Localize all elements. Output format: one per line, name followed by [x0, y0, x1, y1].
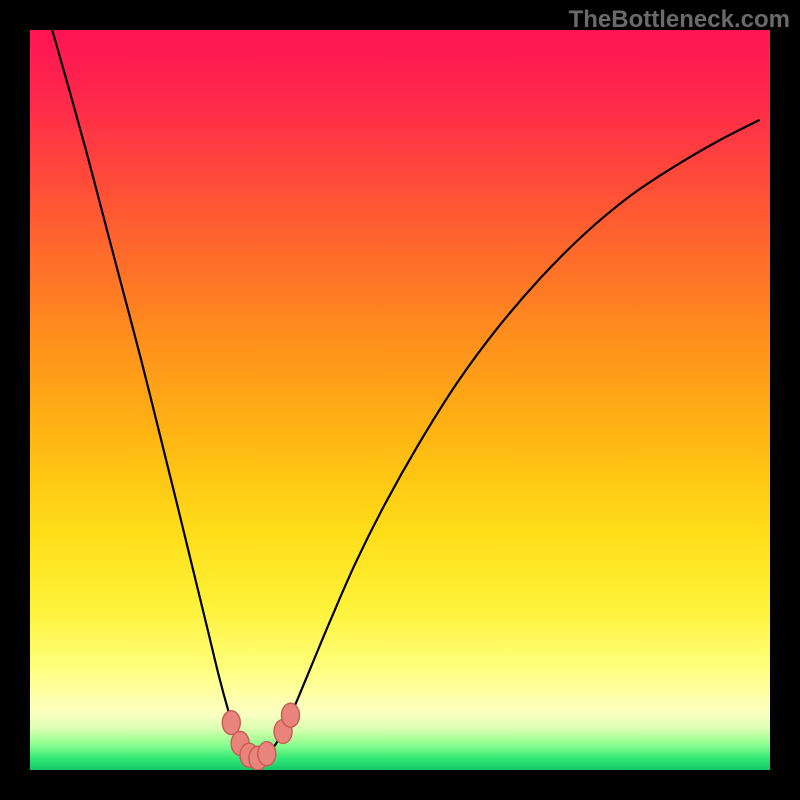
- curve-marker: [258, 742, 276, 766]
- bottleneck-curve-chart: [30, 30, 770, 770]
- chart-frame: [0, 0, 800, 800]
- curve-marker: [222, 711, 240, 735]
- plot-area: [30, 30, 770, 770]
- gradient-background: [30, 30, 770, 770]
- curve-marker: [281, 703, 299, 727]
- watermark-text: TheBottleneck.com: [569, 6, 790, 34]
